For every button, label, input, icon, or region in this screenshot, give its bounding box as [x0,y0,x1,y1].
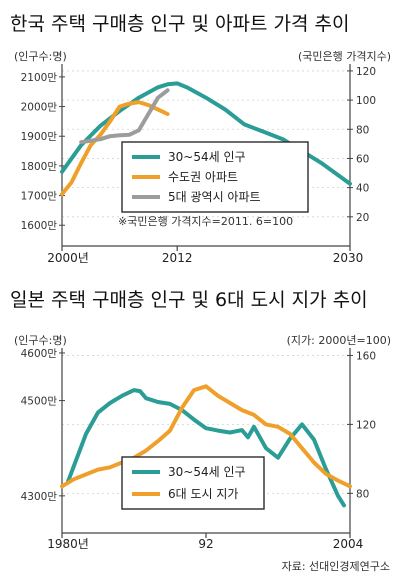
korea-right-tick-label: 100 [356,95,376,107]
korea-right-tick-label: 20 [356,212,369,224]
japan-legend-landprice: 6대 도시 지가 [168,487,238,501]
korea-right-tick-label: 80 [356,124,369,136]
korea-left-tick-label: 1600만 [21,220,58,232]
japan-left-tick-label: 4300만 [21,491,58,503]
korea-left-axis-label: (인구수:명) [14,50,67,63]
korea-right-tick-label: 40 [356,183,369,195]
japan-right-tick-label: 160 [356,350,376,362]
japan-chart: 일본 주택 구매층 인구 및 6대 도시 지가 추이 (인구수:명) (지가: … [10,289,391,551]
japan-series-line-1 [60,384,352,489]
korea-right-tick-label: 120 [356,66,376,78]
japan-left-tick-label: 4600만 [21,348,58,360]
japan-x-tick-label: 92 [198,537,213,551]
japan-x-ticks: 1980년 92 2004 [47,533,363,551]
korea-x-tick-label: 2012 [162,251,193,265]
korea-legend-capital: 수도권 아파트 [168,170,238,184]
japan-x-tick-label: 1980년 [47,537,89,551]
japan-x-tick-label: 2004 [333,537,364,551]
korea-left-ticks: 2100만 2000만 1900만 1800만 1700만 1600만 [21,72,65,232]
korea-left-tick-label: 1700만 [21,191,58,203]
korea-left-tick-label: 1800만 [21,161,58,173]
japan-right-axis-label: (지가: 2000년=100) [287,334,391,347]
korea-left-tick-label: 2000만 [21,102,58,114]
japan-left-axis-label: (인구수:명) [14,334,67,347]
japan-legend: 30~54세 인구 6대 도시 지가 [121,456,265,510]
japan-left-ticks: 4600만 4500만 4300만 [21,348,65,503]
source-credit: 자료: 선대인경제연구소 [282,560,390,573]
japan-right-tick-label: 80 [356,488,369,500]
korea-right-tick-label: 60 [356,153,369,165]
japan-legend-box [121,456,265,510]
japan-series [60,384,352,508]
korea-right-axis-label: (국민은행 가격지수) [298,50,391,63]
korea-axes [61,64,351,247]
korea-chart-title: 한국 주택 구매층 인구 및 아파트 가격 추이 [10,13,349,35]
japan-right-ticks: 160 120 80 [347,350,376,500]
korea-series-line-2 [79,88,170,145]
korea-legend: 30~54세 인구 수도권 아파트 5대 광역시 아파트 [121,141,309,213]
korea-note: ※국민은행 가격지수=2011. 6=100 [118,215,293,228]
korea-series-line-1 [60,100,170,197]
japan-left-tick-label: 4500만 [21,396,58,408]
japan-right-tick-label: 120 [356,419,376,431]
korea-right-ticks: 120 100 80 60 40 20 [347,66,376,224]
korea-left-tick-label: 1900만 [21,131,58,143]
japan-chart-title: 일본 주택 구매층 인구 및 6대 도시 지가 추이 [10,289,368,311]
korea-legend-population: 30~54세 인구 [168,150,246,164]
korea-x-tick-label: 2030 [333,251,364,265]
korea-legend-metro: 5대 광역시 아파트 [168,190,261,204]
korea-x-ticks: 2000년 2012 2030 [47,246,363,265]
japan-series-line-0 [66,388,346,508]
korea-left-tick-label: 2100만 [21,72,58,84]
korea-chart: 한국 주택 구매층 인구 및 아파트 가격 추이 (인구수:명) (국민은행 가… [10,13,391,265]
korea-x-tick-label: 2000년 [47,251,89,265]
japan-legend-population: 30~54세 인구 [168,465,246,479]
